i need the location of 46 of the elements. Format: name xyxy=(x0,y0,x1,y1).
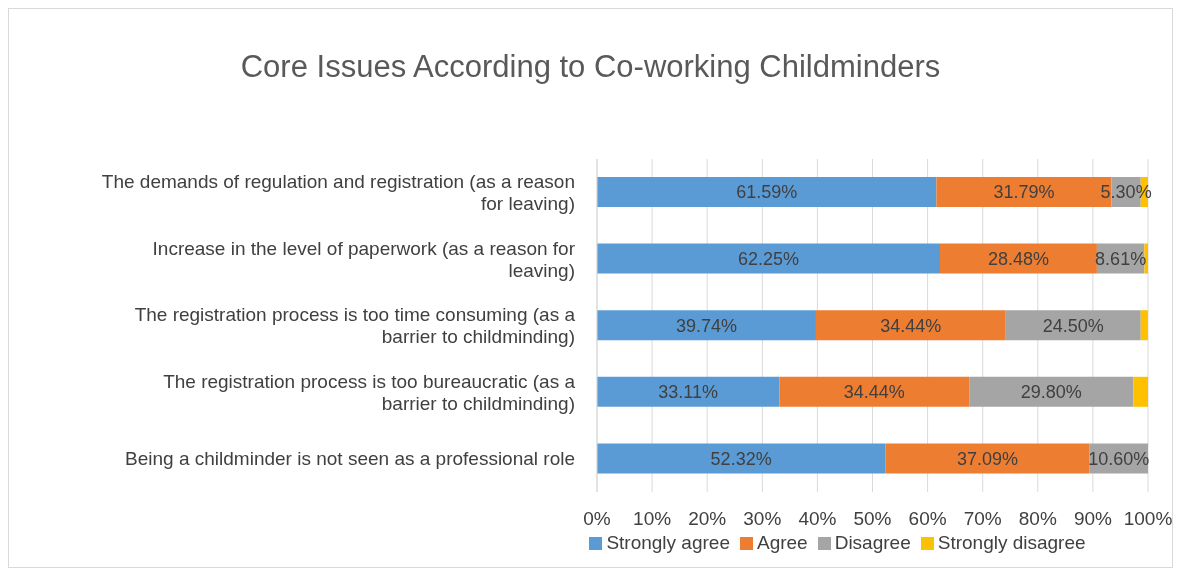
x-tick-label: 50% xyxy=(853,508,892,530)
data-label: 61.59% xyxy=(736,182,798,203)
y-tick-label: Increase in the level of paperwork (as a reason for leaving) xyxy=(152,237,576,281)
legend-label: Strongly disagree xyxy=(937,532,1086,553)
bar xyxy=(597,177,937,207)
data-label: 37.09% xyxy=(956,448,1018,469)
data-label: 34.44% xyxy=(843,382,905,403)
data-label: 31.79% xyxy=(993,182,1055,203)
x-tick-label: 90% xyxy=(1073,508,1113,530)
data-label: 62.25% xyxy=(737,248,800,269)
data-label: 52.32% xyxy=(710,448,772,469)
bar xyxy=(940,243,1097,274)
data-label: 29.80% xyxy=(1020,382,1082,403)
bar xyxy=(885,443,1090,474)
data-label: 28.48% xyxy=(987,248,1049,269)
bar xyxy=(815,310,1006,341)
data-label: 39.74% xyxy=(675,315,738,336)
bar xyxy=(1140,310,1148,341)
x-tick-label: 80% xyxy=(1018,508,1057,530)
data-label: 34.44% xyxy=(880,315,942,336)
y-tick-label: The registration process is too time consuming (as a barrier to childminding) xyxy=(134,304,576,348)
bar xyxy=(597,310,816,341)
bar xyxy=(597,443,886,474)
x-tick-label: 70% xyxy=(963,508,1002,530)
x-tick-label: 40% xyxy=(798,508,837,530)
x-tick-label: 60% xyxy=(908,508,947,530)
x-tick-label: 0% xyxy=(583,508,611,530)
legend-label: Disagree xyxy=(834,532,911,553)
x-tick-label: 30% xyxy=(743,508,782,530)
bar xyxy=(1005,310,1141,341)
data-label: 33.11% xyxy=(658,382,719,403)
x-tick-label: 100% xyxy=(1123,508,1173,530)
x-tick-label: 20% xyxy=(688,508,727,530)
y-tick-label: The demands of regulation and registration (as a reason for leaving) xyxy=(101,170,575,214)
x-tick-label: 10% xyxy=(633,508,672,530)
legend-label: Agree xyxy=(756,532,808,553)
y-tick-label: Being a childminder is not seen as a professional role xyxy=(125,448,575,470)
bar xyxy=(597,243,940,274)
data-label: 24.50% xyxy=(1042,315,1104,336)
bar xyxy=(597,376,780,407)
bar xyxy=(969,376,1134,407)
legend-label: Strongly agree xyxy=(606,532,730,553)
y-tick-label: The registration process is too bureaucratic (as a barrier to childminding) xyxy=(163,370,576,414)
bar xyxy=(1133,376,1148,407)
bar xyxy=(779,376,970,407)
chart-title: Core Issues According to Co-working Childminders xyxy=(239,48,942,86)
